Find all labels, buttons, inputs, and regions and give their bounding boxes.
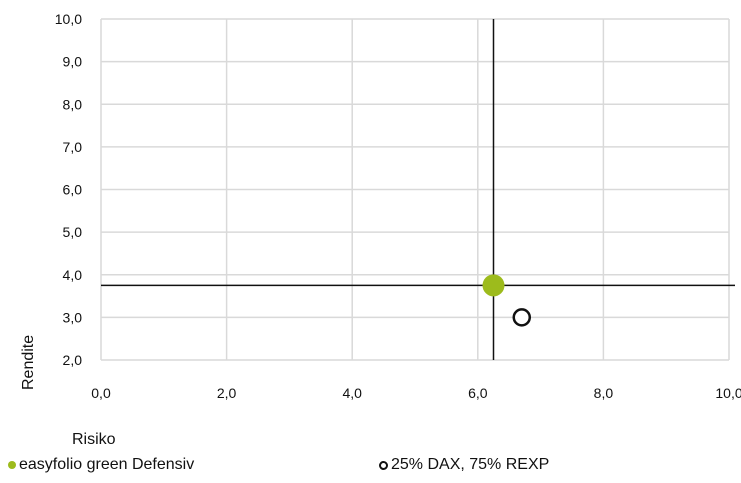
- data-points: [482, 274, 532, 327]
- x-tick-label: 4,0: [342, 385, 362, 401]
- x-tick-label: 6,0: [468, 385, 488, 401]
- y-tick-label: 9,0: [63, 54, 83, 70]
- x-tick-labels: 0,0 2,0 4,0 6,0 8,0 10,0: [91, 385, 741, 401]
- x-tick-label: 2,0: [217, 385, 237, 401]
- crosshair-lines: [101, 19, 735, 360]
- open-circle-icon: [379, 460, 388, 470]
- x-tick-label: 10,0: [715, 385, 741, 401]
- data-point-series-1: [482, 274, 505, 297]
- y-tick-label: 10,0: [55, 11, 82, 27]
- data-point-series-2: [512, 308, 532, 327]
- x-tick-label: 0,0: [91, 385, 111, 401]
- legend-item-series-1: easyfolio green Defensiv: [8, 456, 194, 474]
- y-tick-label: 3,0: [63, 309, 83, 325]
- y-tick-label: 5,0: [63, 224, 83, 240]
- y-tick-label: 7,0: [63, 139, 83, 155]
- grid-lines: [100, 18, 730, 361]
- x-axis-title: Risiko: [72, 431, 116, 448]
- y-tick-label: 4,0: [63, 267, 83, 283]
- legend-label-series-2: 25% DAX, 75% REXP: [391, 456, 550, 473]
- y-tick-label: 8,0: [63, 96, 83, 112]
- legend-label-series-1: easyfolio green Defensiv: [19, 456, 195, 473]
- y-tick-labels: 2,0 3,0 4,0 5,0 6,0 7,0 8,0 9,0 10,0: [55, 11, 82, 368]
- filled-circle-icon: [8, 461, 16, 469]
- y-tick-label: 2,0: [63, 352, 83, 368]
- y-axis-title: Rendite: [20, 335, 37, 390]
- x-tick-label: 8,0: [594, 385, 614, 401]
- legend-item-series-2: 25% DAX, 75% REXP: [379, 456, 549, 474]
- y-tick-label: 6,0: [63, 182, 83, 198]
